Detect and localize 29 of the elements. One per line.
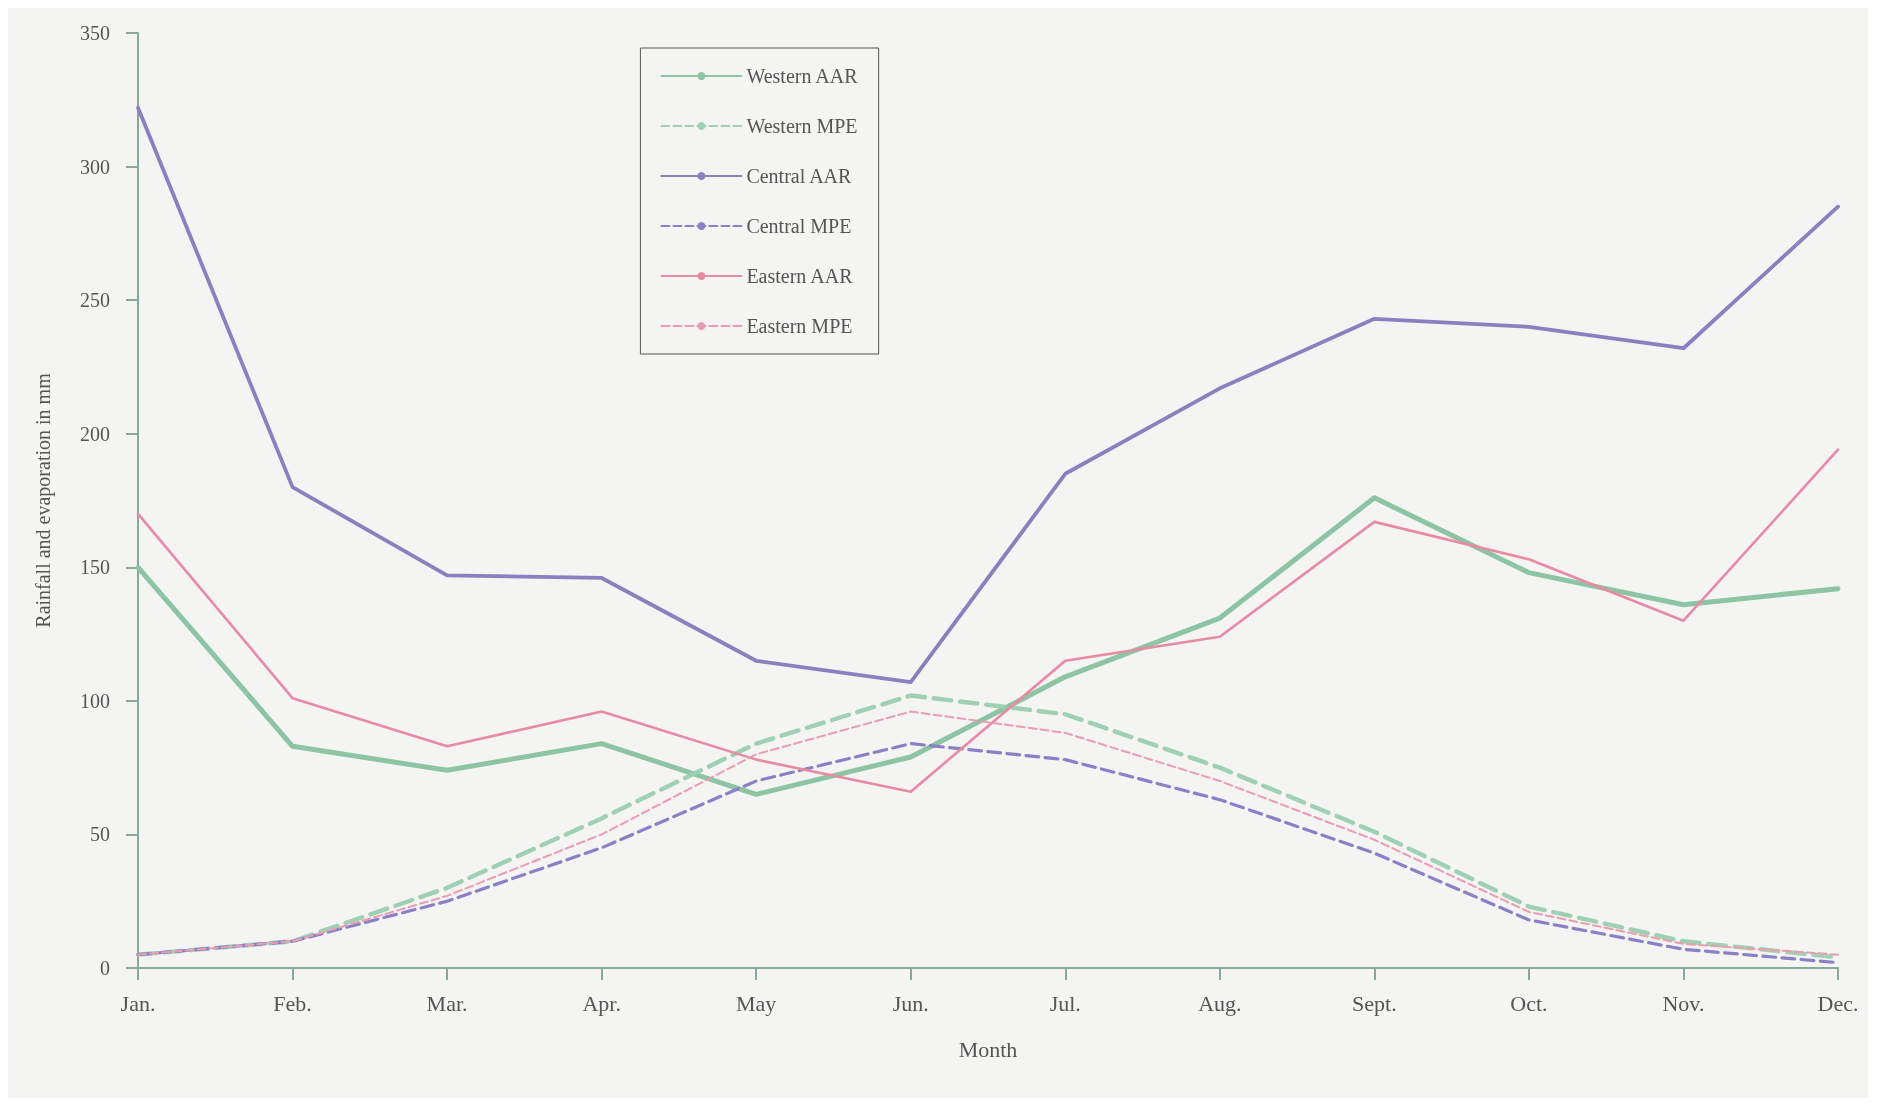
legend-label: Eastern MPE: [746, 315, 853, 337]
line-series: [136, 105, 1840, 685]
legend-label: Eastern AAR: [746, 265, 854, 287]
x-tick-label: Oct.: [1510, 990, 1548, 1016]
y-axis-title: Rainfall and evaporation in mm: [32, 372, 55, 628]
y-tick-label: 300: [80, 155, 110, 178]
y-tick-label: 350: [80, 22, 110, 44]
x-tick-label: Feb.: [273, 990, 312, 1016]
x-tick-label: Mar.: [426, 990, 468, 1016]
x-tick-label: Sept.: [1352, 990, 1397, 1016]
x-tick-label: Jul.: [1049, 990, 1081, 1016]
y-tick-label: 250: [80, 289, 110, 312]
y-tick-label: 100: [80, 689, 110, 712]
x-tick-label: Apr.: [582, 990, 621, 1016]
x-tick-label: Jan.: [120, 990, 156, 1016]
x-tick-label: Jun.: [892, 990, 929, 1016]
x-tick-label: May: [736, 990, 777, 1016]
legend-label: Western MPE: [746, 115, 858, 137]
legend-label: Central AAR: [746, 165, 853, 187]
x-tick-label: Aug.: [1198, 990, 1242, 1016]
y-tick-label: 50: [90, 823, 110, 846]
x-axis-title: Month: [958, 1036, 1018, 1062]
y-tick-label: 200: [80, 422, 110, 445]
x-tick-label: Dec.: [1817, 990, 1859, 1016]
legend-label: Central MPE: [746, 215, 852, 237]
legend-label: Western AAR: [746, 65, 859, 87]
y-tick-label: 0: [100, 957, 110, 979]
y-tick-label: 150: [80, 556, 110, 579]
x-tick-label: Nov.: [1662, 990, 1705, 1016]
